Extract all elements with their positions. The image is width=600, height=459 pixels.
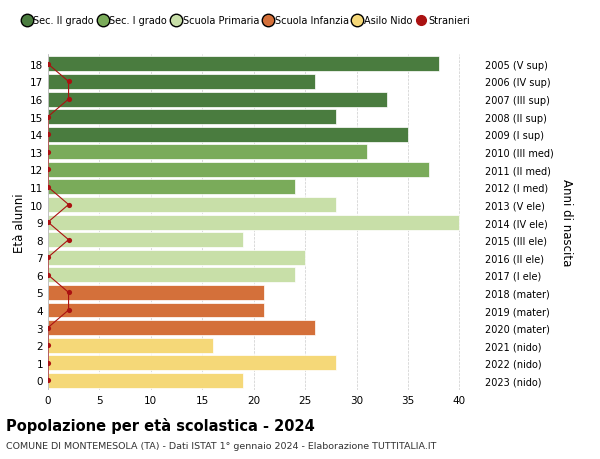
Point <box>64 307 73 314</box>
Point <box>43 166 53 174</box>
Point <box>64 289 73 297</box>
Point <box>43 272 53 279</box>
Point <box>43 324 53 331</box>
Bar <box>48 250 305 265</box>
Point <box>43 359 53 367</box>
Bar <box>48 57 439 72</box>
Point <box>43 61 53 68</box>
Point <box>43 184 53 191</box>
Point <box>43 114 53 121</box>
Bar <box>48 162 428 178</box>
Point <box>43 342 53 349</box>
Point <box>43 219 53 226</box>
Point <box>64 202 73 209</box>
Bar <box>48 145 367 160</box>
Bar <box>48 303 264 318</box>
Point <box>64 96 73 103</box>
Bar <box>48 268 295 283</box>
Text: COMUNE DI MONTEMESOLA (TA) - Dati ISTAT 1° gennaio 2024 - Elaborazione TUTTITALI: COMUNE DI MONTEMESOLA (TA) - Dati ISTAT … <box>6 441 436 450</box>
Bar <box>48 75 316 90</box>
Bar <box>48 215 460 230</box>
Bar <box>48 285 264 300</box>
Y-axis label: Anni di nascita: Anni di nascita <box>560 179 573 266</box>
Point <box>43 149 53 156</box>
Point <box>43 254 53 261</box>
Legend: Sec. II grado, Sec. I grado, Scuola Primaria, Scuola Infanzia, Asilo Nido, Stran: Sec. II grado, Sec. I grado, Scuola Prim… <box>23 17 470 26</box>
Bar <box>48 110 336 125</box>
Y-axis label: Età alunni: Età alunni <box>13 193 26 252</box>
Bar <box>48 233 244 247</box>
Bar <box>48 198 336 213</box>
Point <box>64 236 73 244</box>
Bar <box>48 128 408 142</box>
Bar <box>48 338 212 353</box>
Bar <box>48 373 244 388</box>
Bar <box>48 356 336 370</box>
Point <box>64 78 73 86</box>
Bar <box>48 92 388 107</box>
Point <box>43 377 53 384</box>
Point <box>43 131 53 139</box>
Bar <box>48 180 295 195</box>
Text: Popolazione per età scolastica - 2024: Popolazione per età scolastica - 2024 <box>6 417 315 433</box>
Bar <box>48 320 316 336</box>
